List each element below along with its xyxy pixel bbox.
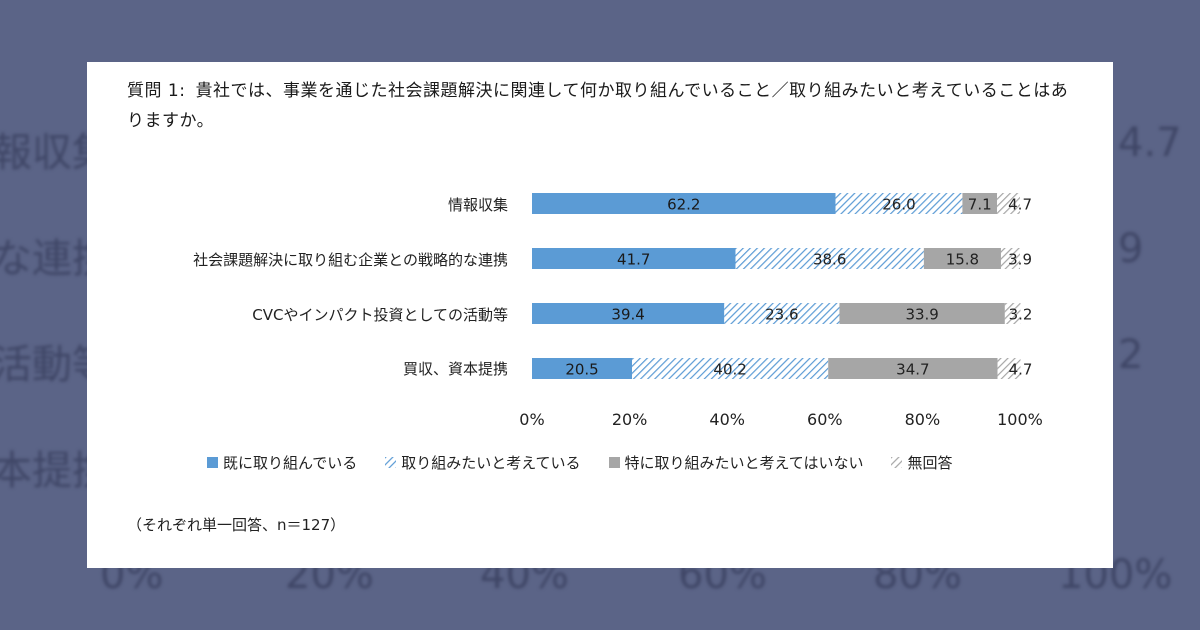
data-label-r3-s1: 39.4 [611, 306, 644, 324]
x-tick-label-20: 20% [612, 410, 648, 429]
data-label-r3-s3: 33.9 [905, 306, 938, 324]
legend-label-4: 無回答 [907, 454, 953, 472]
bar-segment-r3-s4 [1004, 303, 1021, 324]
chart-legend: 既に取り組んでいる 取り組みたいと考えている 特に取り組みたいと考えてはいない … [207, 452, 953, 473]
category-label-3: CVCやインパクト投資としての活動等 [252, 306, 508, 324]
bar-segment-r1-s4 [997, 193, 1020, 214]
data-label-r1-s1: 62.2 [667, 196, 700, 214]
x-tick-label-80: 80% [905, 410, 941, 429]
bar-segment-r3-s3 [839, 303, 1005, 324]
bar-segment-r4-s2 [632, 358, 829, 379]
data-label-r2-s2: 38.6 [813, 251, 846, 269]
category-label-2: 社会課題解決に取り組む企業との戦略的な連携 [193, 251, 508, 269]
bg-value-2: 9 [1118, 226, 1144, 272]
sample-note: （それぞれ単一回答、n＝127） [127, 516, 346, 534]
question-text: 質問 1: 貴社では、事業を通じた社会課題解決に関連して何か取り組んでいること／取… [127, 76, 1077, 136]
legend-label-2: 取り組みたいと考えている [401, 454, 581, 472]
x-tick-label-0: 0% [519, 410, 544, 429]
data-label-r4-s2: 40.2 [713, 361, 746, 379]
legend-item-3: 特に取り組みたいと考えてはいない [608, 452, 864, 473]
bar-segment-r4-s3 [828, 358, 998, 379]
data-label-r1-s2: 26.0 [882, 196, 915, 214]
legend-item-4: 無回答 [891, 452, 953, 473]
data-label-r4-s3: 34.7 [896, 361, 929, 379]
bar-segment-r1-s1 [532, 193, 836, 214]
bg-value-1: 4.7 [1118, 120, 1182, 166]
stacked-bar-chart: 62.2 26.0 7.1 4.7 41.7 38.6 15.8 3.9 39.4 23.6 33.… [519, 193, 1043, 429]
bar-segment-r2-s1 [532, 248, 736, 269]
data-label-r3-s4: 3.2 [1009, 306, 1033, 324]
bar-segment-r2-s2 [735, 248, 924, 269]
survey-card: 質問 1: 貴社では、事業を通じた社会課題解決に関連して何か取り組んでいること／取… [87, 62, 1113, 568]
data-label-r2-s3: 15.8 [946, 251, 979, 269]
bar-segment-r3-s1 [532, 303, 725, 324]
x-tick-label-60: 60% [807, 410, 843, 429]
legend-swatch-solid-gray [608, 457, 620, 468]
data-label-r1-s3: 7.1 [968, 196, 992, 214]
legend-swatch-hatch-blue [385, 457, 397, 468]
legend-item-2: 取り組みたいと考えている [385, 452, 581, 473]
legend-swatch-hatch-gray [891, 457, 903, 468]
bar-segment-r3-s2 [724, 303, 840, 324]
data-label-r4-s4: 4.7 [1009, 361, 1033, 379]
category-label-1: 情報収集 [447, 196, 508, 214]
legend-swatch-solid-blue [207, 457, 218, 468]
bg-value-3: 2 [1118, 332, 1144, 378]
question-body: 貴社では、事業を通じた社会課題解決に関連して何か取り組んでいること／取り組みたい… [127, 81, 1069, 131]
x-tick-label-40: 40% [709, 410, 745, 429]
data-label-r3-s2: 23.6 [765, 306, 798, 324]
legend-label-3: 特に取り組みたいと考えてはいない [624, 454, 864, 472]
data-label-r4-s1: 20.5 [565, 361, 598, 379]
bar-segment-r2-s4 [1000, 248, 1020, 269]
bar-segment-r4-s4 [997, 358, 1021, 379]
legend-label-1: 既に取り組んでいる [223, 454, 358, 472]
bar-segment-r4-s1 [532, 358, 633, 379]
bar-segment-r1-s2 [835, 193, 963, 214]
data-label-r1-s4: 4.7 [1008, 196, 1032, 214]
data-label-r2-s1: 41.7 [617, 251, 650, 269]
bar-segment-r1-s3 [962, 193, 998, 214]
legend-item-1: 既に取り組んでいる [207, 452, 357, 473]
data-label-r2-s4: 3.9 [1008, 251, 1032, 269]
category-label-4: 買収、資本提携 [402, 360, 508, 378]
bar-segment-r2-s3 [923, 248, 1001, 269]
question-number: 質問 1: [127, 81, 186, 101]
x-tick-label-100: 100% [997, 410, 1043, 429]
